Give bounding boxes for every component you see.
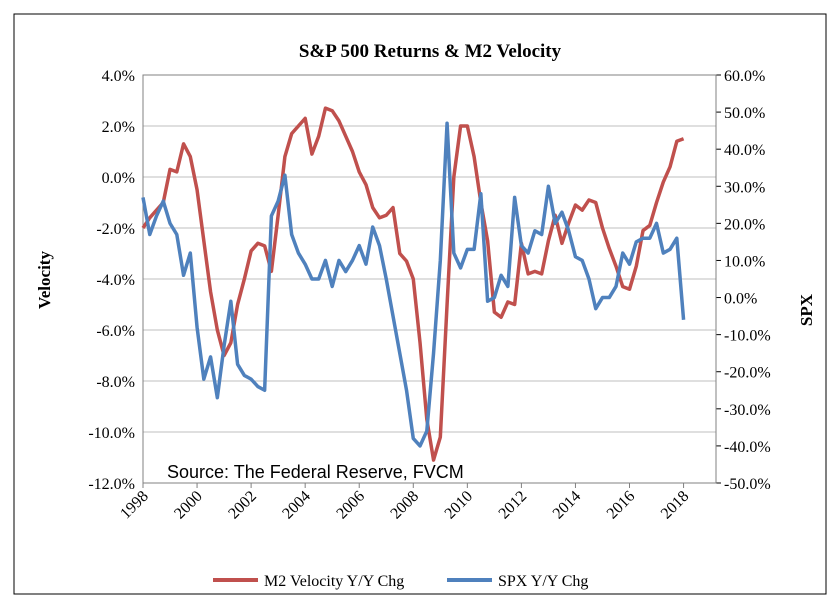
y2-tick-label: -30.0% [724, 402, 771, 419]
annotation: Source: The Federal Reserve, FVCM [167, 462, 464, 482]
y2-axis-label: SPX [797, 293, 816, 326]
y-tick-label: -2.0% [96, 221, 135, 238]
y-tick-label: -8.0% [96, 374, 135, 391]
y2-tick-label: 50.0% [724, 105, 765, 122]
y2-tick-label: 40.0% [724, 142, 765, 159]
y2-tick-label: -50.0% [724, 476, 771, 493]
y2-tick-label: 60.0% [724, 68, 765, 85]
chart-border [13, 13, 827, 595]
y2-tick-label: 10.0% [724, 253, 765, 270]
y2-tick-label: 30.0% [724, 179, 765, 196]
y2-tick-label: 20.0% [724, 216, 765, 233]
y-tick-label: 4.0% [102, 68, 135, 85]
y2-tick-label: 0.0% [724, 291, 757, 308]
y-tick-label: -12.0% [88, 476, 135, 493]
plot-area [142, 74, 717, 484]
series-line [141, 121, 686, 448]
y-tick-label: -10.0% [88, 425, 135, 442]
y-axis-label: Velocity [35, 251, 54, 309]
y-tick-label: 0.0% [102, 170, 135, 187]
y-tick-label: -6.0% [96, 323, 135, 340]
y2-tick-label: -40.0% [724, 439, 771, 456]
y2-tick-label: -10.0% [724, 328, 771, 345]
y-tick-label: 2.0% [102, 119, 135, 136]
legend-label: M2 Velocity Y/Y Chg [264, 573, 404, 590]
y2-tick-label: -20.0% [724, 365, 771, 382]
chart-title: S&P 500 Returns & M2 Velocity [299, 41, 562, 62]
legend-label: SPX Y/Y Chg [498, 573, 588, 590]
y-tick-label: -4.0% [96, 272, 135, 289]
